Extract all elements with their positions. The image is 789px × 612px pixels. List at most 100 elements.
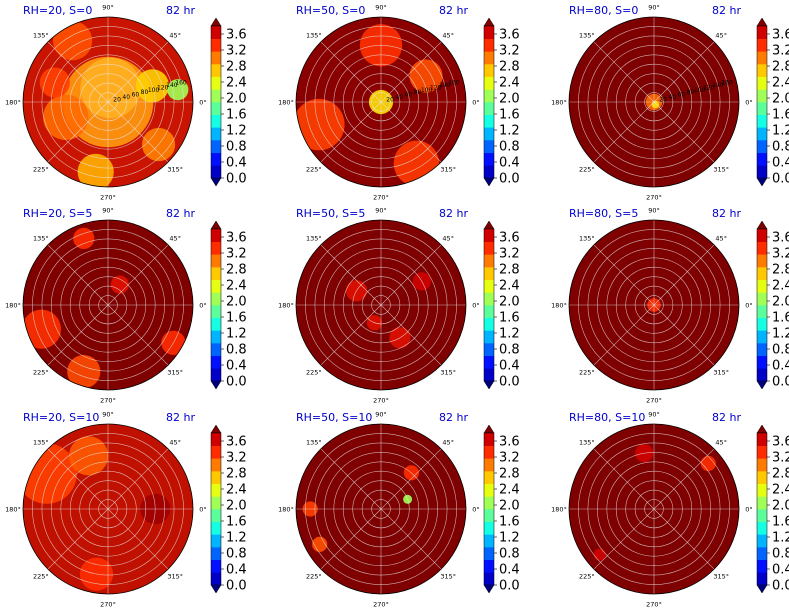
radius-tick-label: 120: [157, 84, 169, 91]
colorbar-tick-label: 1.2: [499, 327, 520, 342]
angle-tick-label: 180°: [278, 302, 294, 310]
colorbar-tick-label: 3.6: [226, 231, 247, 246]
polar-panel: 90°45°0°315°270°225°180°135°20 40 60 80 1001…: [551, 4, 789, 202]
colorbar-segment: [757, 51, 767, 65]
colorbar-segment: [757, 496, 767, 510]
angle-tick-label: 315°: [440, 166, 456, 174]
colorbar-segment: [484, 483, 494, 497]
colorbar-tick-label: 1.2: [499, 531, 520, 546]
colorbar-tick-label: 2.4: [772, 279, 789, 294]
colorbar-extend-min: [756, 177, 768, 187]
colorbar-tick-label: 1.2: [772, 124, 789, 139]
grid-spoke: [653, 41, 715, 103]
plot-border: [568, 16, 740, 188]
colorbar: 0.00.40.81.21.62.02.42.83.23.6: [483, 220, 520, 390]
radius-tick-label: 120: [430, 84, 442, 91]
colorbar-extend-max: [483, 220, 495, 230]
colorbar-tick-label: 2.0: [772, 295, 789, 310]
grid-spoke: [380, 448, 442, 510]
panel-time-label: 82 hr: [439, 4, 468, 17]
colorbar-segment: [757, 509, 767, 522]
colorbar-tick-label: 0.0: [772, 579, 789, 594]
panel-title: RH=50, S=0: [296, 4, 365, 17]
colorbar-segment: [211, 114, 221, 128]
colorbar-tick-label: 0.8: [772, 140, 789, 155]
colorbar-segment: [484, 241, 494, 255]
colorbar-tick-label: 3.2: [226, 44, 247, 59]
colorbar-segment: [211, 496, 221, 510]
angle-tick-label: 225°: [579, 166, 595, 174]
field-blob: [73, 227, 95, 249]
colorbar-segment: [757, 458, 767, 472]
grid-spoke: [380, 244, 442, 306]
colorbar-tick-label: 2.4: [226, 483, 247, 498]
radius-tick-label: 80: [687, 89, 695, 96]
colorbar-extend-min: [483, 177, 495, 187]
colorbar-frame: [210, 25, 222, 179]
radius-tick-label: 40: [668, 94, 676, 101]
colorbar-tick-label: 0.8: [772, 547, 789, 562]
colorbar-tick-label: 1.6: [226, 108, 247, 123]
colorbar-segment: [757, 241, 767, 255]
colorbar-segment: [211, 292, 221, 306]
colorbar-segment: [757, 355, 767, 369]
grid-spoke: [107, 304, 169, 366]
colorbar-extend-min: [483, 380, 495, 390]
angle-tick-label: 135°: [306, 234, 322, 242]
field-blob: [53, 21, 93, 61]
colorbar-segment: [211, 127, 221, 141]
colorbar-tick-label: 2.8: [772, 60, 789, 75]
angle-tick-label: 45°: [715, 31, 727, 39]
colorbar-tick-label: 3.2: [499, 44, 520, 59]
radius-tick-label: 60: [678, 92, 686, 99]
colorbar-segment: [211, 355, 221, 369]
angle-tick-label: 90°: [375, 411, 387, 419]
radius-tick-label: 160: [448, 79, 460, 86]
angle-tick-label: 315°: [713, 573, 729, 581]
colorbar-segment: [757, 547, 767, 560]
colorbar-extend-max: [210, 220, 222, 230]
angle-tick-label: 0°: [199, 99, 206, 107]
angle-tick-label: 45°: [715, 438, 727, 446]
colorbar-segment: [211, 102, 221, 115]
angle-tick-label: 225°: [33, 573, 49, 581]
colorbar-frame: [483, 228, 495, 382]
colorbar-frame: [210, 228, 222, 382]
colorbar-segment: [484, 38, 494, 52]
colorbar-tick-label: 1.2: [226, 124, 247, 139]
colorbar-segment: [484, 229, 494, 242]
colorbar-tick-label: 2.0: [499, 499, 520, 514]
colorbar-tick-label: 3.2: [226, 451, 247, 466]
plot-border: [568, 423, 740, 595]
colorbar-segment: [211, 368, 221, 382]
grid-spoke: [47, 448, 109, 510]
angle-tick-label: 45°: [169, 438, 181, 446]
grid-spoke: [593, 244, 655, 306]
colorbar-extend-min: [756, 380, 768, 390]
grid-spoke: [593, 41, 655, 103]
angle-tick-label: 90°: [648, 411, 660, 419]
plot-border: [22, 423, 194, 595]
colorbar-segment: [757, 521, 767, 535]
field-blob: [700, 455, 716, 472]
colorbar-segment: [757, 317, 767, 331]
colorbar-segment: [484, 343, 494, 356]
angle-tick-label: 225°: [306, 166, 322, 174]
colorbar-segment: [211, 254, 221, 268]
colorbar-tick-label: 2.8: [772, 263, 789, 278]
colorbar-segment: [211, 534, 221, 548]
angle-tick-label: 270°: [373, 397, 389, 405]
angle-tick-label: 315°: [440, 369, 456, 377]
angle-tick-label: 225°: [306, 573, 322, 581]
colorbar-tick-label: 1.6: [499, 311, 520, 326]
colorbar-extend-max: [210, 424, 222, 434]
colorbar-segment: [484, 458, 494, 472]
radius-tick-label: 160: [175, 79, 187, 86]
colorbar-tick-label: 2.0: [226, 295, 247, 310]
colorbar: 0.00.40.81.21.62.02.42.83.23.6: [756, 424, 789, 594]
angle-tick-label: 315°: [713, 166, 729, 174]
colorbar-segment: [484, 547, 494, 560]
colorbar-tick-label: 1.6: [772, 311, 789, 326]
colorbar: 0.00.40.81.21.62.02.42.83.23.6: [210, 424, 247, 594]
colorbar-segment: [484, 51, 494, 65]
